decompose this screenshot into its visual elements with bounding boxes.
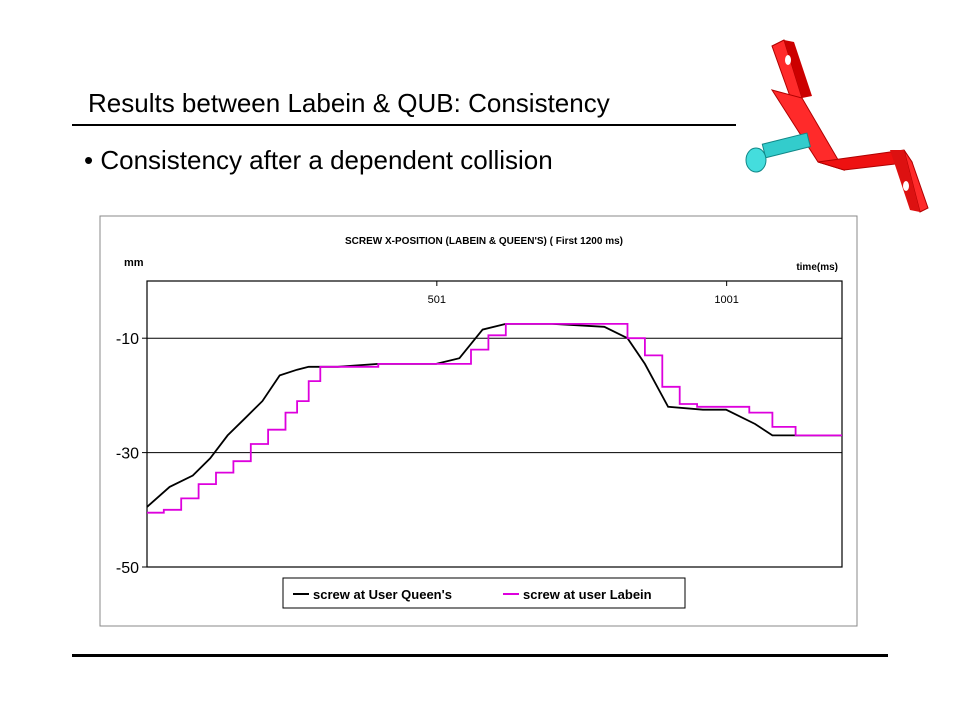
slide-title: Results between Labein & QUB: Consistenc…	[88, 88, 610, 118]
bullet-text: Consistency after a dependent collision	[100, 145, 553, 175]
chart-title: SCREW X-POSITION (LABEIN & QUEEN'S) ( Fi…	[345, 236, 623, 247]
y-axis-label: mm	[124, 257, 144, 269]
legend-box	[282, 577, 686, 609]
chart-area-frame	[99, 215, 858, 627]
bottom-rule	[72, 654, 888, 657]
legend: screw at User Queen's screw at user Labe…	[282, 577, 686, 609]
y-tick-label: -50	[116, 560, 139, 577]
series-line-queens	[146, 322, 842, 508]
cyan-screw-shape	[745, 132, 811, 173]
bracket-illustration	[745, 39, 929, 213]
bullet-point: • Consistency after a dependent collisio…	[84, 145, 553, 175]
red-bracket-shape	[770, 39, 929, 213]
x-axis-label: time(ms)	[796, 262, 838, 273]
y-tick-label: -10	[116, 331, 139, 348]
series-line-labein	[147, 322, 842, 514]
legend-label-labein: screw at user Labein	[523, 587, 652, 602]
title-underline	[72, 124, 736, 126]
x-tick-label: 501	[428, 294, 446, 306]
y-tick-label: -30	[116, 446, 139, 463]
legend-label-queens: screw at User Queen's	[313, 587, 452, 602]
x-tick-label: 1001	[714, 294, 738, 306]
